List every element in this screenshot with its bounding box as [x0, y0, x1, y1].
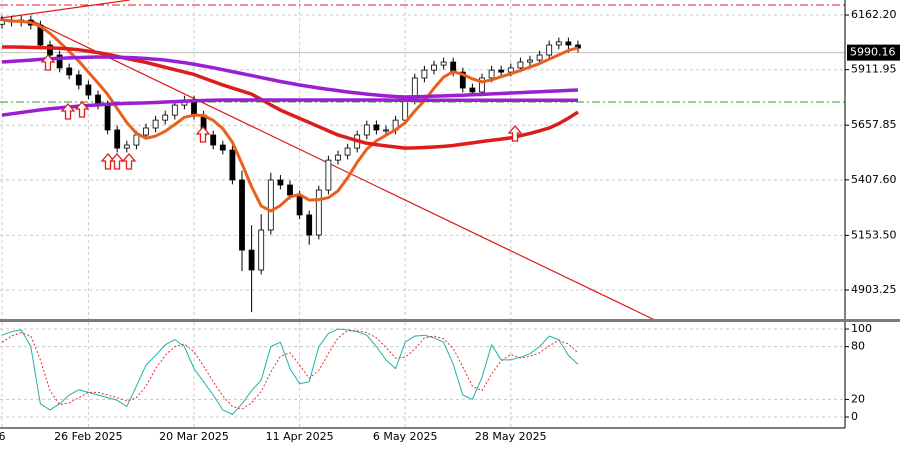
candle-body: [344, 147, 351, 156]
candle-body: [248, 249, 255, 271]
candle-body: [56, 54, 63, 69]
arrow: [74, 101, 90, 118]
candle-body: [143, 127, 149, 136]
candle-body: [469, 87, 476, 93]
y-tick-label: 5153.50: [851, 228, 897, 241]
candle-body: [421, 69, 428, 79]
last-price-box: [847, 44, 900, 61]
indicator-line: [1, 328, 579, 415]
candle-body: [66, 67, 73, 76]
candle-body: [277, 179, 284, 186]
candle-body: [75, 74, 82, 86]
candle-body: [555, 41, 562, 46]
indicator-line: [1, 98, 578, 117]
candle-body: [267, 179, 274, 231]
signal-arrows: [40, 54, 523, 170]
candle-body: [133, 134, 140, 146]
candle-body: [325, 159, 332, 191]
indicator-line: [1, 55, 579, 99]
candle-body: [440, 61, 447, 66]
candle-body: [373, 124, 380, 131]
indicator-line: [1, 330, 579, 410]
candle-body: [479, 77, 485, 93]
indicator-line: [2, 45, 579, 150]
y-tick-label: 20: [851, 392, 865, 405]
candle-body: [335, 154, 341, 161]
candle-body: [383, 129, 389, 132]
candle-body: [85, 84, 92, 96]
candle-body: [287, 184, 293, 196]
candle-body: [402, 99, 409, 121]
indicator-line: [1, 18, 579, 213]
y-tick-label: 100: [851, 322, 872, 335]
y-tick-label: 6162.20: [851, 8, 897, 21]
trendline: [30, 19, 656, 321]
candle-body: [210, 134, 217, 146]
panel-separator: [0, 319, 900, 322]
candle-body: [47, 44, 53, 56]
candle-body: [258, 229, 265, 271]
x-tick-label: 11 Apr 2025: [266, 430, 334, 443]
candle-body: [431, 64, 437, 71]
candle-body: [162, 114, 169, 121]
y-tick-label: 5407.60: [851, 173, 897, 186]
candle-body: [306, 214, 313, 236]
arrow: [121, 153, 137, 170]
y-tick-label: 5657.85: [851, 118, 897, 131]
candle-body: [123, 144, 130, 149]
candle-body: [565, 41, 572, 46]
x-tick-label: 6: [0, 430, 6, 443]
candle-body: [152, 119, 159, 129]
x-tick-label: 6 May 2025: [373, 430, 438, 443]
candle-body: [171, 104, 178, 116]
x-tick-label: 26 Feb 2025: [54, 430, 122, 443]
candle-body: [104, 104, 111, 131]
candle-body: [507, 67, 514, 73]
candle-body: [536, 54, 543, 61]
last-price-label: 5990.16: [850, 46, 896, 59]
trendline: [0, 0, 130, 19]
candle-body: [546, 44, 553, 56]
x-tick-label: 28 May 2025: [475, 430, 547, 443]
candle-body: [315, 189, 322, 236]
candle-body: [239, 179, 245, 251]
candle-body: [527, 59, 533, 63]
arrow: [40, 54, 56, 71]
arrow: [195, 126, 211, 143]
arrow: [507, 125, 523, 142]
candle-body: [517, 61, 524, 69]
y-tick-label: 4903.25: [851, 283, 897, 296]
y-tick-label: 80: [851, 340, 865, 353]
y-tick-label: 0: [851, 410, 858, 423]
candle-body: [114, 129, 121, 149]
candle-body: [459, 71, 466, 89]
candle-body: [498, 69, 505, 73]
candle-body: [488, 69, 495, 79]
y-tick-label: 5911.95: [851, 63, 897, 76]
x-tick-label: 20 Mar 2025: [159, 430, 229, 443]
candle-body: [219, 144, 226, 151]
candle-body: [363, 124, 370, 136]
candle-body: [296, 194, 303, 216]
arrow: [60, 103, 76, 120]
candle-body: [229, 149, 236, 181]
